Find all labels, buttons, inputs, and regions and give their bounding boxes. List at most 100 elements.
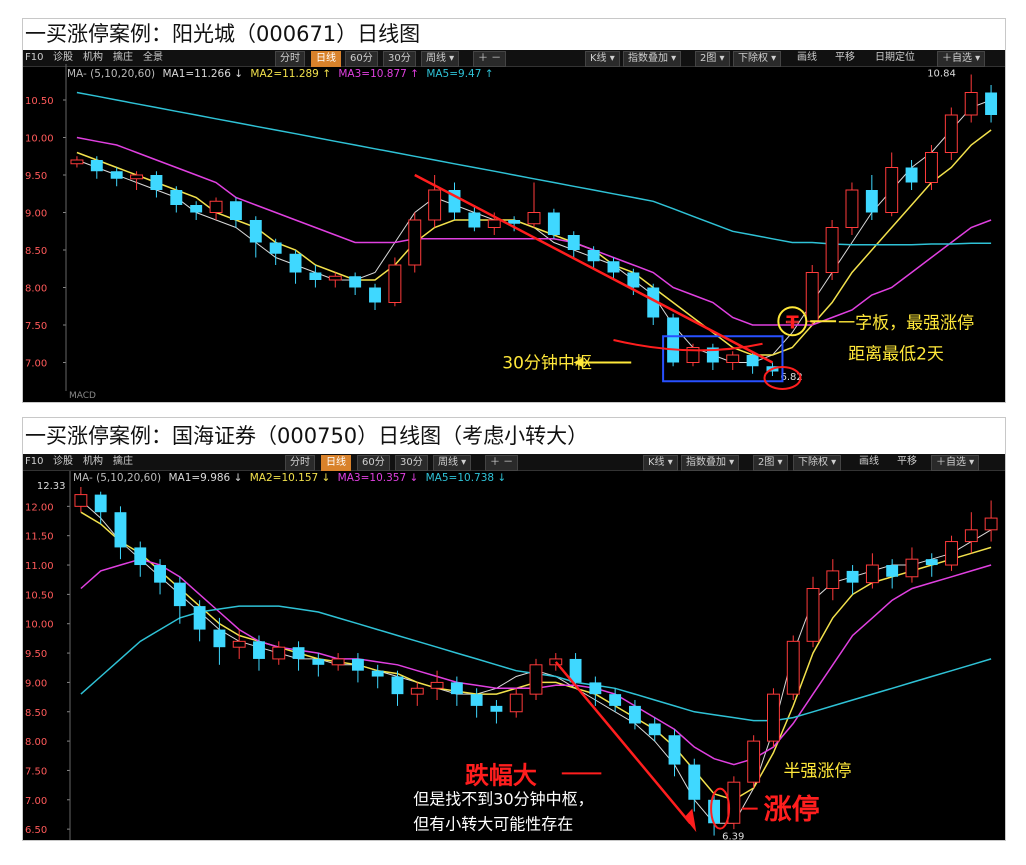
y-tick-label: 6.50 [25,825,47,836]
limit-up-circle [777,306,808,337]
candle-body-down [708,799,721,824]
tab-60min[interactable]: 60分 [345,51,378,67]
candle-body-down [150,175,163,190]
toolbar-f10[interactable]: F10 [25,456,44,467]
toolbar-banker[interactable]: 擒庄 [113,52,133,63]
tab-weekly[interactable]: 周线 ▾ [421,51,460,67]
chart-svg-1: 10.50 10.00 9.50 9.00 8.50 8.00 7.50 7.00 10.84 6… [25,64,998,401]
candle-body-down [607,261,620,273]
candle-body-up [509,693,523,713]
candle-body-down [706,347,719,363]
zoom-buttons[interactable]: ＋ － [485,455,519,471]
add-watchlist-dropdown[interactable]: ＋自选 ▾ [937,51,986,67]
annotation-red-2: 涨停 [764,793,820,826]
toolbar-f10[interactable]: F10 [25,52,44,63]
toolbar-diagnose[interactable]: 诊股 [53,52,73,63]
annotation-note-2: 但有小转大可能性存在 [413,814,573,833]
ma-line-ma5 [76,91,992,246]
ma2-value: MA2=11.289 ↑ [250,68,332,80]
candle-body-down [213,629,226,648]
macd-label: MACD [69,391,96,401]
candle-body-down [490,705,503,712]
candle-body-up [806,588,820,642]
chart-panel-2: 一买涨停案例：国海证券（000750）日线图（考虑小转大） F10 诊股 机构 … [22,417,1006,841]
candle-body-up [825,227,839,273]
candle-body-down [985,92,998,115]
candle-body-up [747,740,761,783]
zoom-buttons[interactable]: ＋ － [473,51,507,67]
index-overlay-dropdown[interactable]: 指数叠加 ▾ [681,455,740,471]
annotation-right-1: 一字板，最强涨停 [838,313,974,333]
candle-body-up [924,152,938,183]
tab-30min[interactable]: 30分 [383,51,416,67]
annotation-note-1: 但是找不到30分钟中枢， [413,790,593,809]
candle-body-up [130,174,144,180]
candle-body-up [430,681,444,689]
panel-title: 一买涨停案例：国海证券（000750）日线图（考虑小转大） [25,424,589,448]
candle-body-up [549,658,563,666]
tab-weekly[interactable]: 周线 ▾ [433,455,472,471]
limit-up-circle [710,787,731,830]
y-tick-label: 8.50 [25,708,47,719]
kline-dropdown[interactable]: K线 ▾ [643,455,678,471]
candle-body-up [944,114,958,153]
candle-body-down [627,272,640,288]
draw-line-button[interactable]: 画线 [797,52,817,63]
toolbar-overview[interactable]: 全景 [143,52,163,63]
draw-line-button[interactable]: 画线 [859,456,879,467]
toolbar-banker[interactable]: 擒庄 [113,456,133,467]
candle-body-down [371,670,384,677]
candle-body-up [964,529,978,543]
toolbar-diagnose[interactable]: 诊股 [53,456,73,467]
ex-rights-dropdown[interactable]: 下除权 ▾ [793,455,842,471]
tab-daily[interactable]: 日线 [321,455,351,471]
low-price-label: 6.82 [780,372,802,383]
candle-body-up [388,264,402,303]
two-chart-dropdown[interactable]: 2图 ▾ [695,51,730,67]
high-price-label: 12.33 [37,481,66,492]
candle-body-down [173,582,186,607]
two-chart-dropdown[interactable]: 2图 ▾ [753,455,788,471]
candle-body-down [312,658,325,665]
y-tick-label: 7.00 [25,796,47,807]
candle-body-up [945,541,958,566]
y-tick-label: 7.50 [25,766,47,777]
y-tick-label: 10.50 [25,590,54,601]
downtrend-arrow [414,173,774,364]
candle-body-up [209,200,223,213]
toolbar-institution[interactable]: 机构 [83,52,103,63]
tab-intraday[interactable]: 分时 [285,455,315,471]
add-watchlist-dropdown[interactable]: ＋自选 ▾ [931,455,980,471]
pan-button[interactable]: 平移 [897,456,917,467]
candle-body-up [826,570,840,590]
ex-rights-dropdown[interactable]: 下除权 ▾ [733,51,782,67]
candle-body-down [846,570,859,583]
candle-body-up [865,564,879,584]
date-locate-button[interactable]: 日期定位 [875,52,915,63]
ma1-value: MA1=11.266 ↓ [162,68,244,80]
candle-body-up [726,354,740,363]
candle-body-down [94,494,107,513]
candle-body-up [408,219,422,266]
toolbar-institution[interactable]: 机构 [83,456,103,467]
kline-dropdown[interactable]: K线 ▾ [585,51,620,67]
chart-panel-1: 一买涨停案例：阳光城（000671）日线图 F10 诊股 机构 擒庄 全景 分时… [22,18,1006,403]
tab-intraday[interactable]: 分时 [275,51,305,67]
toolbar: F10 诊股 机构 擒庄 分时 日线 60分 30分 周线 ▾ ＋ － K线 ▾… [23,454,1005,471]
annotation-right-2: 距离最低2天 [848,344,944,364]
tab-60min[interactable]: 60分 [357,455,390,471]
candle-body-up [845,189,859,228]
tab-30min[interactable]: 30分 [395,455,428,471]
tab-daily[interactable]: 日线 [311,51,341,67]
candle-body-down [289,253,302,273]
downtrend-arrow [554,661,692,825]
left-note-arrowhead [573,357,584,368]
candle-body-down [448,190,461,213]
chart-svg-2: 12.00 11.50 11.00 10.50 10.00 9.50 9.00 8.50 8.0… [25,471,998,840]
pan-button[interactable]: 平移 [835,52,855,63]
candle-body-up [487,219,501,228]
candle-body-up [74,494,88,507]
index-overlay-dropdown[interactable]: 指数叠加 ▾ [623,51,682,67]
candle-body-down [90,160,103,172]
candle-body-down [688,764,701,800]
